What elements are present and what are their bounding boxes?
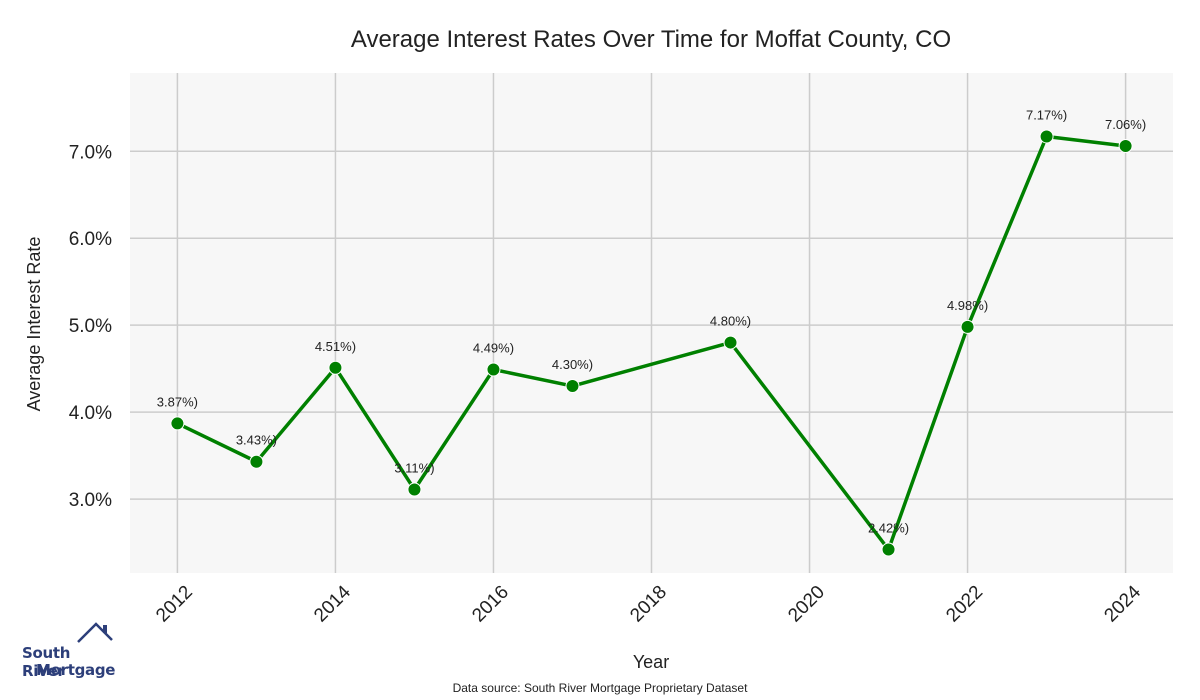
- x-axis-label: Year: [633, 652, 669, 672]
- y-axis-label: Average Interest Rate: [24, 237, 44, 412]
- logo-text-line1: South River: [22, 644, 71, 680]
- x-tick-label: 2018: [626, 582, 671, 627]
- data-label: 4.49%): [473, 341, 514, 356]
- data-point: [328, 360, 343, 375]
- x-tick-labels: 2012 2014 2016 2018 2020 2022 2024: [152, 581, 1145, 626]
- data-label: 7.06%): [1105, 117, 1146, 132]
- data-label: 3.43%): [236, 433, 277, 448]
- data-label: 4.98%): [947, 298, 988, 313]
- data-source-note: Data source: South River Mortgage Propri…: [452, 681, 748, 695]
- x-tick-label: 2014: [310, 581, 355, 626]
- data-point: [407, 482, 422, 497]
- x-tick-label: 2024: [1100, 581, 1145, 626]
- y-tick-labels: 3.0% 4.0% 5.0% 6.0% 7.0%: [69, 142, 112, 511]
- data-label: 4.80%): [710, 314, 751, 329]
- data-label: 4.51%): [315, 339, 356, 354]
- y-tick-label: 4.0%: [69, 403, 112, 424]
- x-tick-label: 2016: [468, 582, 513, 627]
- data-point: [960, 319, 975, 334]
- data-label: 2.42%): [868, 521, 909, 536]
- data-point: [723, 335, 738, 350]
- data-label: 7.17%): [1026, 107, 1067, 122]
- grid: [130, 73, 1173, 573]
- y-tick-label: 7.0%: [69, 142, 112, 163]
- logo-text-line2: Mortgage: [36, 661, 116, 679]
- data-point: [1118, 139, 1133, 154]
- data-point: [170, 416, 185, 431]
- data-labels: 3.87%) 3.43%) 4.51%) 3.11%) 4.49%) 4.30%) 4.80…: [157, 107, 1146, 535]
- data-label: 3.87%): [157, 394, 198, 409]
- data-point: [565, 379, 580, 394]
- x-tick-label: 2012: [152, 582, 197, 627]
- data-label: 4.30%): [552, 357, 593, 372]
- data-point: [1039, 129, 1054, 144]
- y-tick-label: 5.0%: [69, 316, 112, 337]
- house-icon: [77, 622, 113, 643]
- logo: South River Mortgage: [22, 620, 116, 680]
- data-label: 3.11%): [394, 461, 434, 476]
- data-point: [881, 542, 896, 557]
- x-tick-label: 2022: [942, 582, 987, 627]
- chart-title: Average Interest Rates Over Time for Mof…: [351, 26, 951, 53]
- x-tick-label: 2020: [784, 582, 829, 627]
- data-point: [486, 362, 501, 377]
- data-point: [249, 454, 264, 469]
- y-tick-label: 3.0%: [69, 490, 112, 511]
- data-points: [170, 129, 1133, 557]
- y-tick-label: 6.0%: [69, 229, 112, 250]
